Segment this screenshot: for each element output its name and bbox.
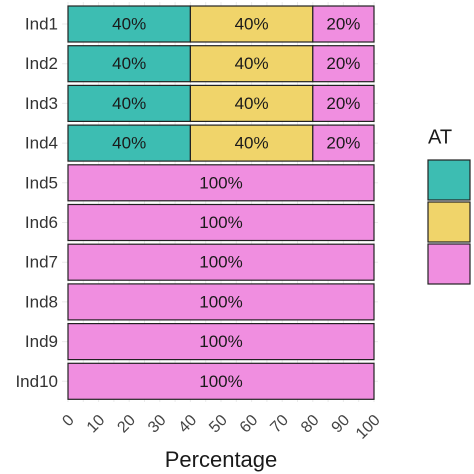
y-tick-label: Ind2 (25, 54, 58, 73)
legend-key (427, 159, 471, 201)
bar-segment (189, 45, 314, 83)
value-label: 100% (199, 372, 242, 391)
bar-segment (189, 124, 314, 162)
y-tick-label: Ind9 (25, 332, 58, 351)
value-label: 20% (326, 54, 360, 73)
y-tick-label: Ind6 (25, 213, 58, 232)
bar-segment (67, 164, 375, 202)
bar-segment (67, 5, 192, 43)
x-tick-label: 100 (353, 412, 384, 443)
y-tick-label: Ind8 (25, 292, 58, 311)
x-tick-label: 50 (206, 412, 231, 437)
value-label: 100% (199, 292, 242, 311)
y-tick-label: Ind5 (25, 173, 58, 192)
legend-key (427, 243, 471, 285)
x-axis-label: Percentage (165, 447, 278, 472)
value-label: 40% (235, 54, 269, 73)
bar-segment (67, 203, 375, 242)
x-tick-label: 70 (267, 412, 292, 437)
x-tick-label: 60 (237, 412, 262, 437)
legend-title: AT (428, 126, 452, 148)
y-tick-label: Ind3 (25, 94, 58, 113)
value-label: 100% (199, 253, 242, 272)
value-label: 40% (112, 94, 146, 113)
x-tick-label: 10 (84, 412, 109, 437)
bar-segment (312, 45, 375, 83)
value-label: 40% (112, 134, 146, 153)
value-label: 40% (235, 94, 269, 113)
x-tick-label: 0 (59, 412, 77, 430)
value-label: 20% (326, 94, 360, 113)
bar-segment (312, 84, 375, 123)
bar-segment (67, 84, 192, 123)
x-tick-label: 80 (298, 412, 323, 437)
value-label: 40% (112, 54, 146, 73)
bar-segment (312, 5, 375, 43)
bar-segment (312, 124, 375, 162)
value-label: 40% (235, 134, 269, 153)
bar-segment (67, 283, 375, 321)
y-tick-label: Ind1 (25, 14, 58, 33)
value-label: 40% (112, 14, 146, 33)
value-label: 100% (199, 332, 242, 351)
value-label: 100% (199, 213, 242, 232)
bar-segment (67, 124, 192, 162)
value-label: 40% (235, 14, 269, 33)
x-tick-label: 90 (329, 412, 354, 437)
x-tick-label: 40 (176, 412, 201, 437)
value-label: 100% (199, 173, 242, 192)
x-tick-label: 30 (145, 412, 170, 437)
bar-segment (67, 243, 375, 281)
value-label: 20% (326, 134, 360, 153)
legend-key (427, 201, 471, 243)
bar-segment (67, 323, 375, 361)
y-tick-label: Ind10 (15, 372, 58, 391)
value-label: 20% (326, 14, 360, 33)
y-tick-label: Ind7 (25, 253, 58, 272)
y-tick-label: Ind4 (25, 134, 58, 153)
bar-segment (67, 362, 375, 400)
x-tick-label: 20 (114, 412, 139, 437)
